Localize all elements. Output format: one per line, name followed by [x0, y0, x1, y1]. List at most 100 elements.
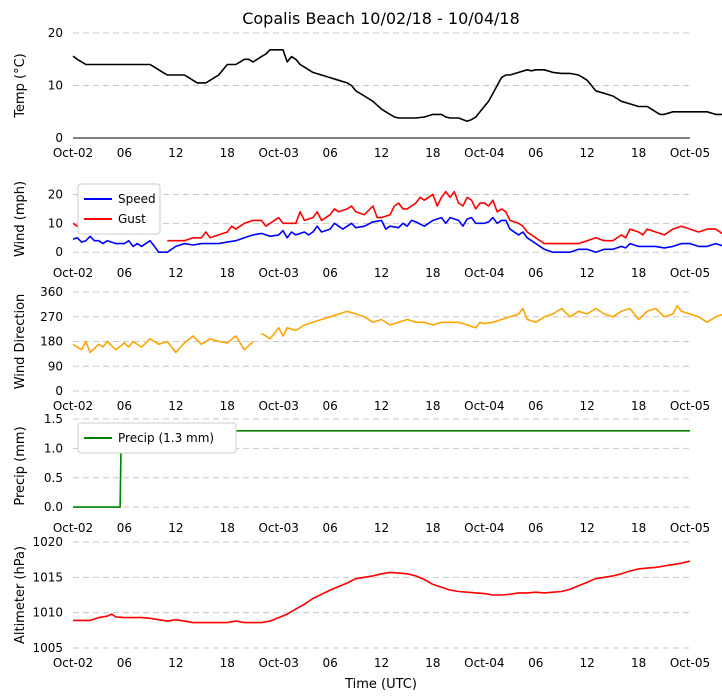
x-tick-label: Oct-05: [670, 521, 710, 535]
y-tick-label: 1010: [32, 606, 63, 620]
y-tick-label: 0.0: [44, 500, 63, 514]
legend-frame: [77, 422, 237, 454]
series-altimeter: [73, 560, 691, 624]
x-tick-label: Oct-05: [670, 266, 710, 280]
x-tick-label: Oct-04: [464, 521, 504, 535]
x-tick-label: 06: [528, 399, 543, 413]
x-tick-label: 12: [168, 399, 183, 413]
panels: 0 10 20 Oct-02 06 12 18 Oct-03 06 12 18 Oct-04 06 12 1…: [13, 26, 722, 670]
y-tick-label: 270: [40, 310, 63, 324]
y-tick-label: 1015: [32, 570, 63, 584]
x-tick-label: Oct-02: [53, 399, 93, 413]
x-tick-label: 18: [631, 521, 646, 535]
x-tick-label: 06: [528, 521, 543, 535]
x-tick-label: 18: [425, 521, 440, 535]
x-tick-label: 18: [220, 266, 235, 280]
x-tick-label: 06: [322, 399, 337, 413]
panel-2: 0 10 20 Oct-02 06 12 18 Oct-03 06 12 18 Oct-04 06 12 1…: [13, 181, 722, 280]
x-tick-label: 06: [322, 266, 337, 280]
x-tick-label: Oct-03: [258, 266, 298, 280]
y-axis-label: Temp (°C): [13, 53, 28, 119]
y-tick-label: 1.0: [44, 441, 63, 455]
x-tick-label: 12: [374, 656, 389, 670]
legend-label: Gust: [118, 212, 146, 226]
y-axis-label: Altimeter (hPa): [13, 546, 28, 644]
x-tick-label: Oct-05: [670, 146, 710, 160]
x-tick-label: 12: [580, 656, 595, 670]
x-tick-label: 18: [220, 146, 235, 160]
series-line: [72, 216, 722, 253]
x-tick-label: 06: [322, 146, 337, 160]
x-tick-label: Oct-03: [258, 656, 298, 670]
x-tick-label: 06: [528, 266, 543, 280]
series-gust: [72, 190, 722, 245]
y-axis-label: Wind Direction: [13, 294, 28, 390]
x-axis-label: Time (UTC): [344, 677, 417, 692]
x-tick-label: 06: [117, 266, 132, 280]
x-tick-label: 06: [117, 521, 132, 535]
y-axis-label: Precip (mm): [13, 426, 28, 505]
x-tick-label: Oct-04: [464, 146, 504, 160]
x-tick-label: 06: [528, 656, 543, 670]
panel-1: 0 10 20 Oct-02 06 12 18 Oct-03 06 12 18 Oct-04 06 12 1…: [13, 26, 722, 160]
series-line: [72, 335, 254, 354]
y-tick-label: 90: [48, 359, 63, 373]
y-tick-label: 0: [55, 131, 63, 145]
x-tick-label: 18: [631, 399, 646, 413]
x-tick-label: 12: [374, 521, 389, 535]
panel-3: 0 90 180 270 360 Oct-02 06 12 18 Oct-03 06 12 18 Oct-…: [13, 285, 722, 413]
legend-frame: [77, 183, 161, 235]
y-tick-label: 180: [40, 335, 63, 349]
x-tick-label: 06: [117, 656, 132, 670]
x-tick-label: 12: [580, 399, 595, 413]
x-tick-label: 18: [220, 521, 235, 535]
y-tick-label: 20: [48, 26, 63, 40]
y-tick-label: 20: [48, 187, 63, 201]
x-tick-label: 18: [631, 146, 646, 160]
x-tick-label: 12: [580, 266, 595, 280]
panel-4: 0.0 0.5 1.0 1.5 Oct-02 06 12 18 Oct-03 06 12 18 Oct-…: [13, 412, 710, 535]
x-tick-label: 18: [425, 399, 440, 413]
series-temp: [72, 49, 722, 122]
x-tick-label: 06: [117, 399, 132, 413]
y-tick-label: 10: [48, 79, 63, 93]
x-tick-label: Oct-02: [53, 146, 93, 160]
series-direction: [72, 305, 722, 354]
x-tick-label: 12: [374, 266, 389, 280]
y-axis-label: Wind (mph): [13, 181, 28, 257]
x-tick-label: Oct-03: [258, 521, 298, 535]
x-tick-label: 18: [425, 656, 440, 670]
y-tick-label: 10: [48, 216, 63, 230]
x-tick-label: Oct-02: [53, 521, 93, 535]
y-tick-label: 0: [55, 384, 63, 398]
legend-label: Precip (1.3 mm): [118, 431, 214, 445]
x-tick-label: 12: [580, 146, 595, 160]
x-tick-label: Oct-04: [464, 266, 504, 280]
x-tick-label: 06: [117, 146, 132, 160]
x-tick-label: 18: [425, 146, 440, 160]
x-tick-label: 12: [168, 266, 183, 280]
x-tick-label: Oct-02: [53, 656, 93, 670]
series-line: [167, 190, 722, 245]
x-tick-label: Oct-04: [464, 656, 504, 670]
x-tick-label: 06: [322, 656, 337, 670]
series-line: [72, 49, 722, 122]
x-tick-label: 12: [168, 656, 183, 670]
x-tick-label: Oct-03: [258, 146, 298, 160]
x-tick-label: Oct-02: [53, 266, 93, 280]
x-tick-label: 12: [374, 399, 389, 413]
x-tick-label: 12: [168, 146, 183, 160]
legend-label: Speed: [118, 192, 156, 206]
x-tick-label: 06: [322, 521, 337, 535]
x-tick-label: Oct-04: [464, 399, 504, 413]
figure-title: Copalis Beach 10/02/18 - 10/04/18: [242, 9, 520, 28]
y-tick-label: 1.5: [44, 412, 63, 426]
series-line: [73, 560, 691, 624]
x-tick-label: 06: [528, 146, 543, 160]
x-tick-label: 12: [580, 521, 595, 535]
y-tick-label: 0.5: [44, 471, 63, 485]
x-tick-label: 18: [220, 656, 235, 670]
legend: Speed Gust: [77, 183, 161, 235]
x-tick-label: 18: [631, 656, 646, 670]
